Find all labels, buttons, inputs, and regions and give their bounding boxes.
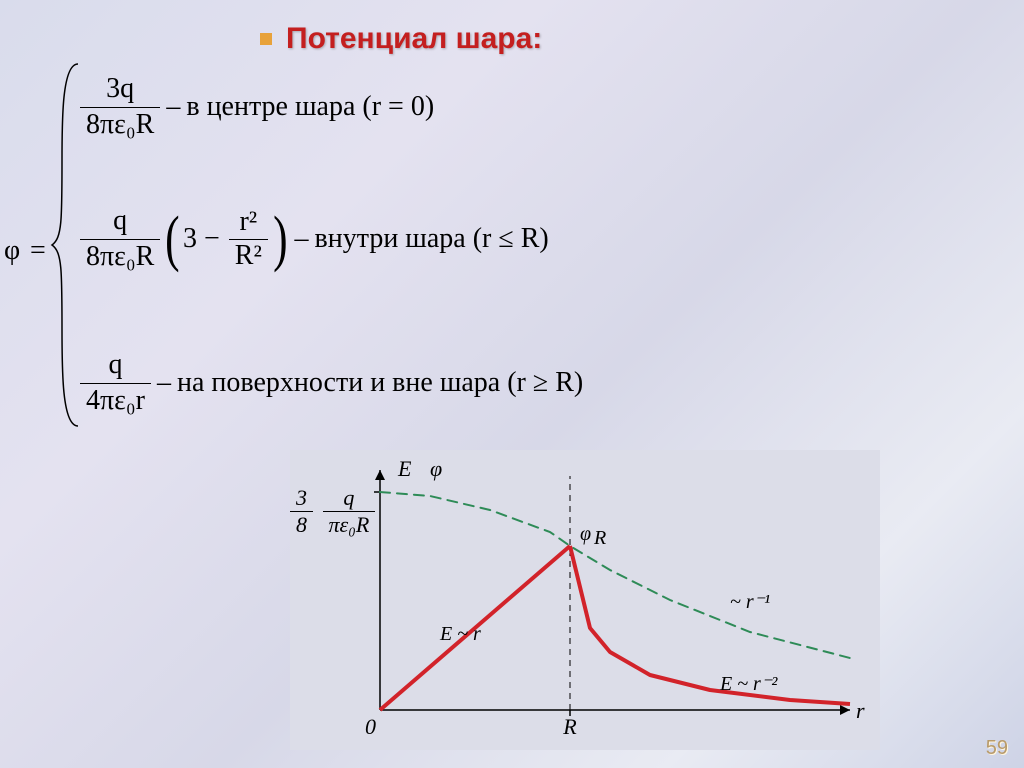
dash: – [166, 91, 180, 123]
svg-text:~ r⁻¹: ~ r⁻¹ [730, 591, 770, 613]
case3-den: 4πε₀r [80, 383, 151, 417]
case2-inner-num: r² [233, 207, 263, 239]
svg-text:E ~ r: E ~ r [439, 623, 481, 645]
case2-den: 8πε₀R [80, 239, 160, 273]
case2-paren: ( 3 − r² R² ) [162, 207, 290, 272]
case1-cond: (r = 0) [362, 91, 434, 123]
case1-desc: в центре шара [186, 91, 355, 123]
case3-cond: (r ≥ R) [507, 367, 583, 399]
slide-title-row: Потенциал шара: [260, 22, 542, 56]
svg-text:r: r [856, 698, 865, 723]
case3-desc: на поверхности и вне шара [177, 367, 500, 399]
case1-den: 8πε₀R [80, 107, 160, 141]
case3-num: q [102, 350, 128, 383]
case2-fraction: q 8πε₀R [80, 206, 160, 273]
case2-cond: (r ≤ R) [473, 223, 549, 255]
title-bullet [260, 33, 272, 45]
case-center: 3q 8πε₀R – в центре шара (r = 0) [78, 74, 434, 141]
chart-svg: Eφ0RrφRE ~ r~ r⁻¹E ~ r⁻² [290, 450, 880, 750]
dash: – [157, 367, 171, 399]
case-outside: q 4πε₀r – на поверхности и вне шара (r ≥… [78, 350, 583, 417]
dash: – [295, 223, 309, 255]
case2-desc: внутри шара [315, 223, 466, 255]
svg-text:φ: φ [580, 523, 591, 545]
phi-symbol: φ [4, 235, 20, 267]
svg-text:E ~ r⁻²: E ~ r⁻² [719, 673, 778, 695]
chart-region: 3 8 q πε₀R Eφ0RrφRE ~ r~ r⁻¹E ~ r⁻² [290, 450, 880, 750]
case1-num: 3q [100, 74, 140, 107]
page-number: 59 [986, 737, 1008, 760]
svg-text:R: R [593, 527, 606, 549]
svg-text:E: E [397, 456, 412, 481]
svg-text:φ: φ [430, 456, 442, 481]
case2-inner-frac: r² R² [229, 207, 268, 272]
case3-fraction: q 4πε₀r [80, 350, 151, 417]
case2-inner-const: 3 − [183, 223, 220, 255]
case1-fraction: 3q 8πε₀R [80, 74, 160, 141]
equals-sign: = [30, 235, 46, 267]
svg-text:R: R [562, 714, 577, 739]
case-inside: q 8πε₀R ( 3 − r² R² ) – внутри шара (r ≤… [78, 206, 549, 273]
ytick-label: 3 8 q πε₀R [288, 486, 377, 537]
case2-num: q [107, 206, 133, 239]
slide-title: Потенциал шара: [286, 22, 542, 56]
svg-text:0: 0 [365, 714, 376, 739]
case2-inner-den: R² [229, 239, 268, 272]
